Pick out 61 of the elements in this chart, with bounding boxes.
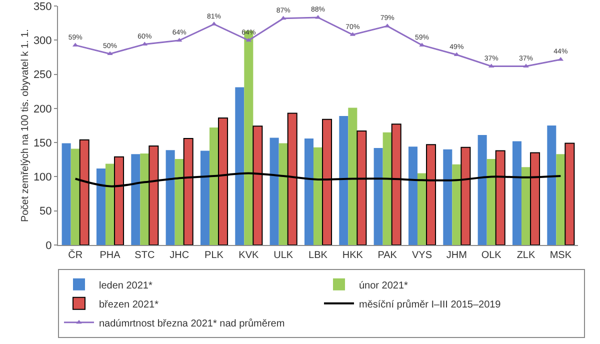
bar	[486, 158, 496, 245]
bar	[564, 142, 575, 245]
bar	[452, 164, 462, 245]
x-tick-label: STC	[134, 250, 155, 261]
bar	[270, 138, 279, 245]
x-tick-label: ČR	[68, 249, 83, 261]
bar	[478, 135, 487, 245]
y-tick-label: 100	[33, 172, 52, 184]
x-tick-label: PHA	[100, 250, 121, 261]
x-tick-label: PAK	[378, 250, 398, 261]
legend-label: březen 2021*	[99, 299, 159, 310]
bar	[339, 116, 348, 245]
x-tick-label: JHC	[170, 250, 190, 261]
bar	[417, 173, 427, 245]
legend-label: leden 2021*	[99, 280, 152, 292]
x-tick-label: ZLK	[516, 250, 536, 261]
bar	[131, 154, 140, 245]
bar	[547, 126, 556, 245]
x-tick-label: VYS	[412, 250, 432, 261]
bar	[244, 30, 254, 245]
y-tick-label: 0	[46, 240, 52, 252]
x-tick-label: ULK	[274, 250, 294, 261]
bar	[62, 143, 71, 245]
bar	[174, 158, 184, 245]
x-tick-label: MSK	[550, 250, 572, 261]
y-axis-title: Počet zemřelých na 100 tis. obyvatel k 1. 1.	[20, 29, 31, 222]
bar	[304, 138, 314, 245]
x-tick-label: OLK	[481, 250, 502, 261]
point	[107, 51, 113, 56]
y-tick-label: 200	[33, 103, 52, 116]
x-tick-label: LBK	[308, 250, 328, 261]
bar	[105, 164, 115, 245]
bar	[521, 167, 531, 245]
bar	[348, 108, 358, 245]
y-tick-label: 300	[33, 34, 52, 47]
bar	[200, 150, 210, 245]
bar	[374, 148, 383, 245]
x-tick-label: JHM	[446, 250, 467, 261]
legend-label: nadúmrtnost března 2021* nad průměrem	[99, 317, 285, 330]
bar	[96, 168, 106, 245]
bar	[140, 154, 150, 245]
bar	[313, 147, 323, 245]
bar	[166, 150, 175, 245]
y-tick-label: 350	[33, 0, 52, 13]
bar	[209, 128, 219, 245]
x-tick-label: PLK	[204, 250, 224, 261]
bar	[443, 149, 452, 245]
bar	[70, 148, 80, 245]
bar	[382, 132, 392, 245]
legend-label: únor 2021*	[359, 280, 408, 292]
x-tick-label: KVK	[238, 250, 259, 261]
bar	[556, 154, 566, 245]
bar	[235, 87, 244, 245]
y-tick-label: 50	[40, 206, 52, 218]
bar	[278, 143, 288, 245]
y-tick-label: 150	[33, 137, 52, 150]
bar	[512, 141, 522, 245]
y-tick-label: 250	[33, 69, 52, 82]
x-tick-label: HKK	[342, 250, 364, 261]
legend-label: měsíční průměr I–III 2015–2019	[359, 298, 502, 310]
bar	[408, 146, 418, 245]
